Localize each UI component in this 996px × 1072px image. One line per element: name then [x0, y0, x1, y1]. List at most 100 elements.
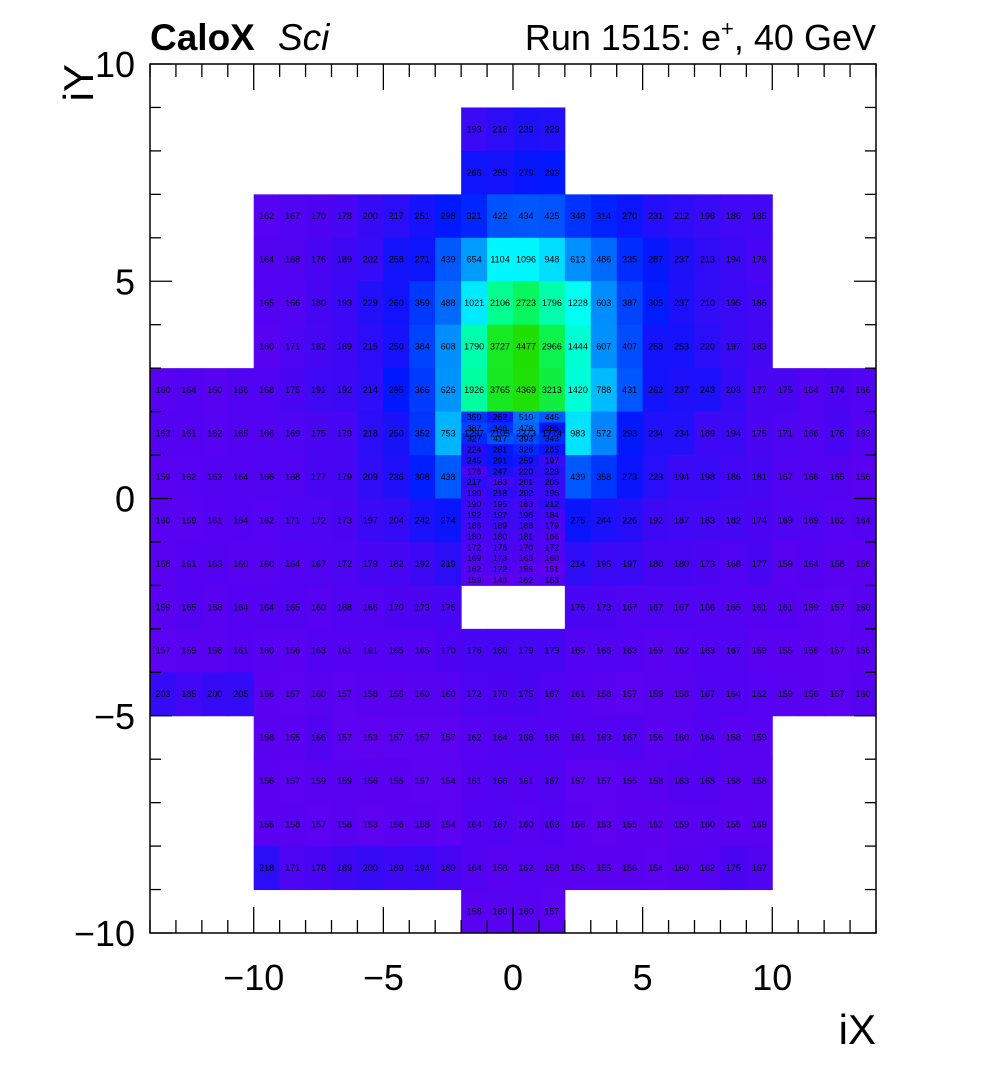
- heatmap-cell-value: 229: [544, 124, 559, 134]
- heatmap-cell-value: 216: [493, 124, 508, 134]
- heatmap-cell: [383, 281, 410, 326]
- heatmap-cell: [538, 107, 566, 152]
- heatmap-cell: [590, 498, 618, 543]
- heatmap-cell: [798, 541, 825, 586]
- heatmap-cell-value: 155: [622, 820, 637, 830]
- heatmap-cell: [487, 552, 514, 565]
- heatmap-cell-value: 159: [467, 575, 481, 585]
- heatmap-cell-value: 159: [155, 602, 170, 612]
- heatmap-cell-value: 212: [674, 211, 689, 221]
- heatmap-cell: [279, 802, 307, 847]
- heatmap-cell: [668, 281, 695, 326]
- heatmap-cell: [694, 411, 721, 456]
- heatmap-cell-value: 175: [726, 863, 741, 873]
- heatmap-cell: [175, 368, 203, 413]
- heatmap-cell-value: 162: [259, 515, 274, 525]
- heatmap-cell-value: 327: [467, 434, 481, 444]
- heatmap-cell: [616, 628, 644, 673]
- heatmap-cell: [331, 802, 358, 847]
- heatmap-cell: [798, 455, 825, 499]
- heatmap-cell-value: 478: [519, 423, 533, 433]
- heatmap-cell-value: 161: [233, 646, 248, 656]
- heatmap-cell: [435, 281, 462, 326]
- heatmap-cell: [642, 759, 670, 804]
- heatmap-cell: [305, 802, 332, 847]
- heatmap-cell: [357, 194, 384, 239]
- heatmap-cell: [590, 585, 618, 630]
- heatmap-cell: [668, 672, 695, 717]
- heatmap-cell: [253, 802, 281, 847]
- heatmap-cell-value: 163: [596, 733, 611, 743]
- heatmap-cell: [461, 487, 488, 499]
- heatmap-cell: [590, 759, 618, 804]
- heatmap-cell-value: 158: [493, 863, 508, 873]
- heatmap-cell: [253, 281, 281, 326]
- heatmap-cell-value: 157: [285, 689, 300, 699]
- heatmap-cell-value: 425: [544, 211, 559, 221]
- heatmap-cell: [201, 411, 229, 456]
- heatmap-cell: [331, 194, 358, 239]
- heatmap-cell-value: 271: [415, 255, 430, 265]
- heatmap-cell-value: 183: [493, 477, 507, 487]
- heatmap-cell-value: 154: [648, 863, 663, 873]
- heatmap-cell: [694, 802, 721, 847]
- heatmap-cell: [487, 672, 514, 717]
- heatmap-cell-value: 258: [389, 255, 404, 265]
- heatmap-cell-value: 157: [830, 646, 845, 656]
- heatmap-cell: [305, 411, 332, 456]
- heatmap-cell-value: 270: [622, 211, 637, 221]
- heatmap-cell-value: 157: [622, 689, 637, 699]
- heatmap-cell-value: 3765: [490, 385, 510, 395]
- heatmap-cell-value: 183: [519, 499, 533, 509]
- heatmap-cell: [642, 715, 670, 760]
- heatmap-cell-value: 165: [830, 472, 845, 482]
- heatmap-cell-value: 165: [285, 602, 300, 612]
- heatmap-cell-value: 192: [337, 385, 352, 395]
- heatmap-cell-value: 167: [752, 863, 767, 873]
- heatmap-cell: [435, 194, 462, 239]
- heatmap-cell: [772, 672, 799, 717]
- heatmap-cell: [487, 498, 514, 510]
- heatmap-cell: [746, 628, 773, 673]
- heatmap-cell-value: 308: [415, 472, 430, 482]
- heatmap-cell-value: 226: [622, 515, 637, 525]
- heatmap-cell: [538, 672, 566, 717]
- heatmap-cell: [487, 846, 514, 891]
- heatmap-cell: [538, 498, 566, 510]
- heatmap-cell-value: 180: [467, 531, 481, 541]
- heatmap-cell: [461, 150, 488, 195]
- heatmap-cell: [513, 672, 540, 717]
- heatmap-cell-value: 186: [752, 298, 767, 308]
- heatmap-cell-value: 431: [622, 385, 637, 395]
- heatmap-cell: [461, 889, 488, 934]
- heatmap-cell-value: 170: [441, 646, 456, 656]
- heatmap-cell: [435, 237, 462, 282]
- heatmap-cell-value: 445: [545, 412, 559, 422]
- heatmap-cell-value: 162: [830, 515, 845, 525]
- heatmap-cell: [227, 585, 255, 630]
- heatmap-cell-value: 265: [545, 445, 559, 455]
- heatmap-cell: [668, 715, 695, 760]
- heatmap-cell: [331, 498, 358, 543]
- heatmap-cell-value: 166: [363, 602, 378, 612]
- heatmap-cell-value: 218: [259, 863, 274, 873]
- heatmap-cell-value: 422: [493, 211, 508, 221]
- heatmap-cell: [331, 672, 358, 717]
- heatmap-cell: [513, 487, 540, 499]
- heatmap-cell-value: 175: [518, 689, 533, 699]
- heatmap-cell: [720, 498, 747, 543]
- heatmap-cell-value: 172: [493, 564, 507, 574]
- heatmap-cell-value: 210: [700, 298, 715, 308]
- heatmap-cell: [305, 585, 332, 630]
- x-tick-label: 10: [752, 957, 792, 998]
- heatmap-cell-value: 175: [752, 428, 767, 438]
- heatmap-cell-value: 161: [518, 776, 533, 786]
- heatmap-cell: [668, 628, 695, 673]
- heatmap-cell-value: 158: [337, 820, 352, 830]
- heatmap-cell: [461, 476, 488, 489]
- heatmap-cell-value: 176: [752, 255, 767, 265]
- heatmap-cell-value: 192: [415, 559, 430, 569]
- heatmap-cell: [461, 520, 488, 532]
- heatmap-cell-value: 155: [519, 564, 533, 574]
- heatmap-cell: [720, 846, 747, 891]
